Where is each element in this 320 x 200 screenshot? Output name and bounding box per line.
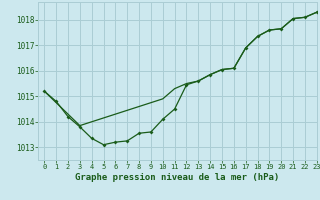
X-axis label: Graphe pression niveau de la mer (hPa): Graphe pression niveau de la mer (hPa) (76, 173, 280, 182)
